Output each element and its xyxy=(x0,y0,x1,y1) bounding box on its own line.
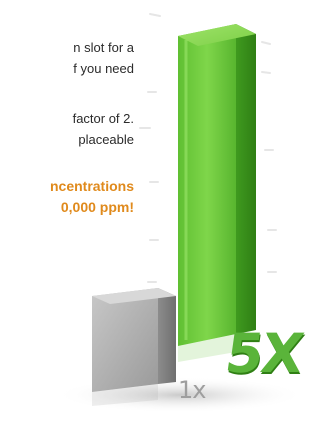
small-bar-label: 1x xyxy=(178,376,207,404)
large-bar-reflection xyxy=(178,334,236,362)
highlight-line-2: 0,000 ppm! xyxy=(60,199,134,215)
small-bar xyxy=(92,288,176,392)
highlight-line-1: ncentrations xyxy=(49,178,134,194)
large-bar xyxy=(178,24,256,346)
description-line-3: factor of 2. xyxy=(72,111,134,126)
description-line-1: n slot for a xyxy=(73,40,134,55)
description-line-4: placeable xyxy=(78,132,134,147)
description-line-2: f you need xyxy=(73,61,134,76)
small-bar-reflection xyxy=(92,384,158,406)
